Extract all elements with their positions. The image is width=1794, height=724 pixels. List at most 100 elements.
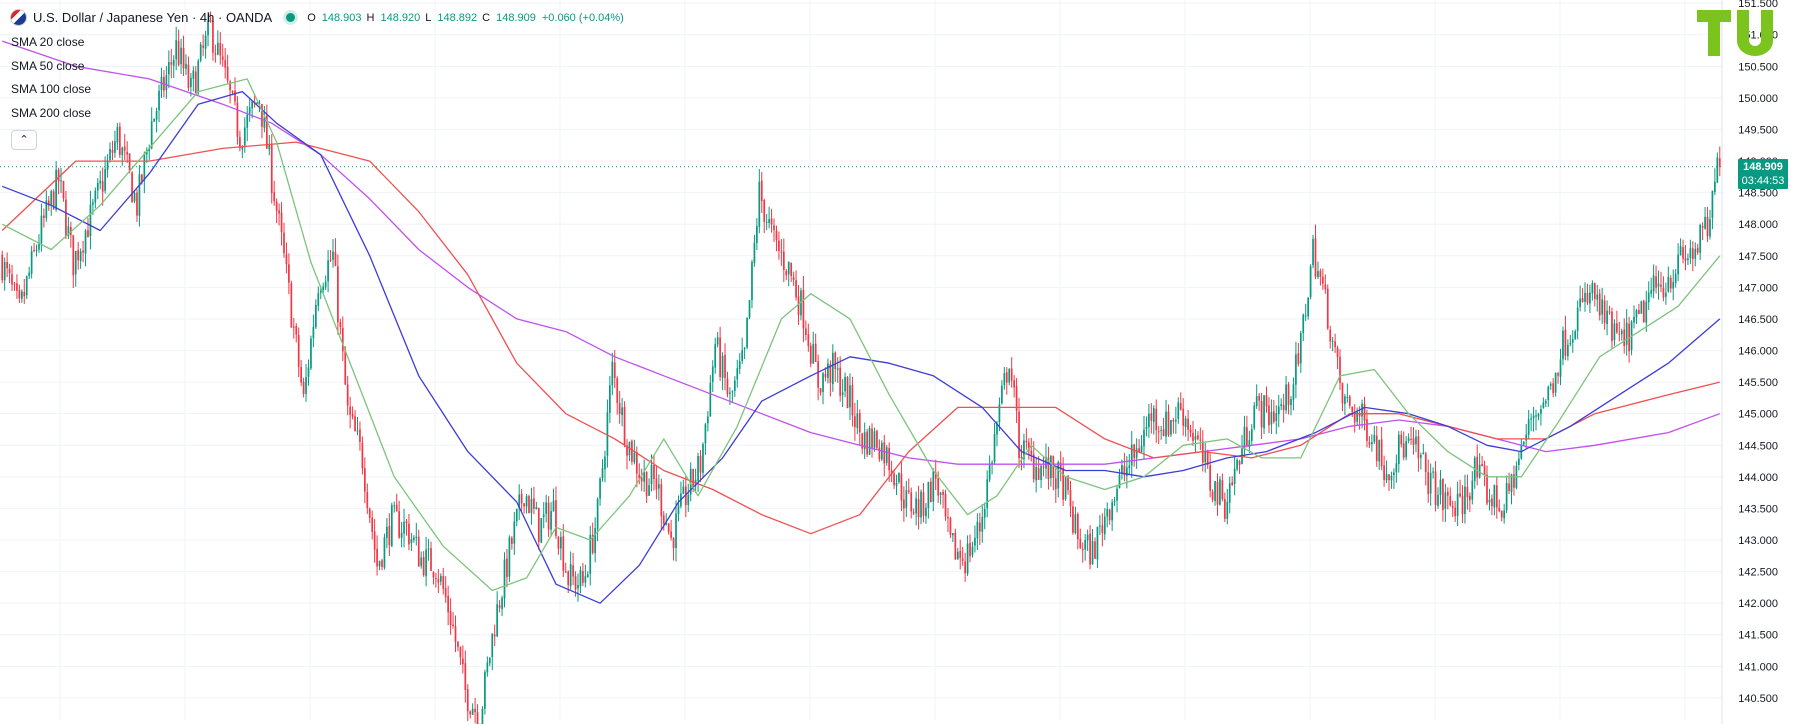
candle-body	[256, 102, 258, 104]
candle-body	[849, 385, 851, 408]
candle-body	[109, 149, 111, 160]
candle-body	[126, 151, 129, 155]
tradingview-logo-icon[interactable]	[1697, 10, 1783, 56]
candle-body	[836, 368, 839, 370]
candle-body	[947, 516, 949, 519]
candle-body	[768, 219, 770, 223]
candle-body	[969, 542, 971, 557]
candle-body	[1037, 468, 1040, 480]
candle-body	[1106, 508, 1109, 517]
sma-50-line	[1, 90, 1721, 604]
candle-body	[555, 500, 557, 536]
candle-body	[1483, 465, 1486, 475]
candle-body	[925, 507, 927, 517]
indicator-sma-50[interactable]: SMA 50 close	[11, 59, 85, 73]
candle-body	[1199, 439, 1202, 441]
candle-body	[677, 505, 680, 515]
candle-body	[1108, 509, 1111, 521]
candle-body	[1023, 440, 1025, 460]
candle-body	[1407, 438, 1410, 441]
indicator-sma-200[interactable]: SMA 200 close	[11, 106, 92, 120]
candle-body	[449, 611, 452, 625]
candle-body	[1091, 540, 1094, 565]
candle-body	[1581, 298, 1584, 302]
candle-body	[883, 442, 886, 464]
candle-body	[537, 507, 540, 542]
candle-body	[121, 147, 124, 155]
candle-body	[393, 505, 396, 507]
candle-body	[912, 512, 915, 514]
candle-body	[631, 440, 633, 462]
candle-body	[873, 431, 876, 448]
candle-body	[1130, 444, 1133, 466]
candle-body	[1677, 254, 1679, 275]
indicator-sma-20[interactable]: SMA 20 close	[11, 35, 85, 49]
candle-body	[47, 200, 50, 206]
candle-body	[1113, 500, 1116, 502]
indicator-sma-100[interactable]: SMA 100 close	[11, 82, 92, 96]
candle-body	[1297, 353, 1300, 365]
candle-body	[1236, 459, 1238, 470]
candle-body	[1258, 395, 1261, 401]
candle-body	[1434, 471, 1437, 506]
candle-body	[1674, 273, 1677, 283]
candle-body	[665, 522, 668, 525]
collapse-indicators-button[interactable]: ⌃	[11, 130, 37, 150]
candle-body	[773, 225, 775, 231]
candle-body	[1476, 456, 1479, 478]
candle-body	[944, 493, 947, 517]
candle-body	[542, 514, 545, 517]
candle-body	[1069, 489, 1072, 507]
y-tick-label: 144.500	[1738, 440, 1778, 452]
candle-body	[82, 250, 84, 253]
candle-body	[1608, 311, 1611, 313]
candle-body	[609, 385, 611, 413]
candle-body	[55, 169, 57, 210]
y-tick-label: 149.500	[1738, 124, 1778, 136]
candle-body	[11, 274, 13, 285]
candle-body	[234, 90, 236, 102]
candle-body	[1429, 472, 1432, 494]
candle-body	[1052, 455, 1055, 479]
candle-body	[329, 259, 332, 261]
candle-body	[1209, 465, 1212, 491]
candle-body	[1045, 457, 1047, 469]
candle-body	[1378, 440, 1381, 462]
candle-body	[638, 474, 641, 479]
symbol-title[interactable]: U.S. Dollar / Japanese Yen · 4h · OANDA	[33, 10, 273, 25]
candle-body	[1432, 471, 1434, 473]
candle-body	[805, 328, 807, 335]
candle-body	[202, 45, 204, 48]
candle-body	[1694, 248, 1697, 259]
candle-body	[1064, 477, 1067, 499]
sma-100-line	[1, 141, 1720, 535]
candle-body	[733, 380, 736, 392]
candle-body	[386, 526, 388, 538]
candle-body	[1491, 498, 1493, 507]
candle-body	[643, 471, 646, 482]
candle-body	[1155, 408, 1158, 431]
candle-body	[635, 452, 638, 474]
candle-body	[895, 482, 898, 486]
candle-body	[1613, 323, 1616, 341]
candle-body	[212, 21, 214, 53]
candle-body	[67, 226, 70, 236]
candle-body	[518, 494, 521, 509]
candle-body	[469, 711, 472, 715]
candle-body	[562, 536, 565, 571]
candle-body	[961, 558, 964, 561]
candle-body	[738, 361, 741, 370]
candle-body	[388, 525, 391, 546]
candle-body	[1657, 283, 1660, 287]
candle-body	[1035, 467, 1038, 481]
candle-body	[491, 633, 494, 658]
candle-body	[582, 571, 584, 583]
candle-body	[900, 473, 903, 501]
candle-body	[861, 433, 864, 449]
candle-body	[361, 442, 364, 469]
candle-body	[180, 47, 182, 65]
candle-body	[1334, 341, 1336, 348]
candle-body	[1018, 411, 1020, 459]
candle-body	[138, 174, 141, 216]
